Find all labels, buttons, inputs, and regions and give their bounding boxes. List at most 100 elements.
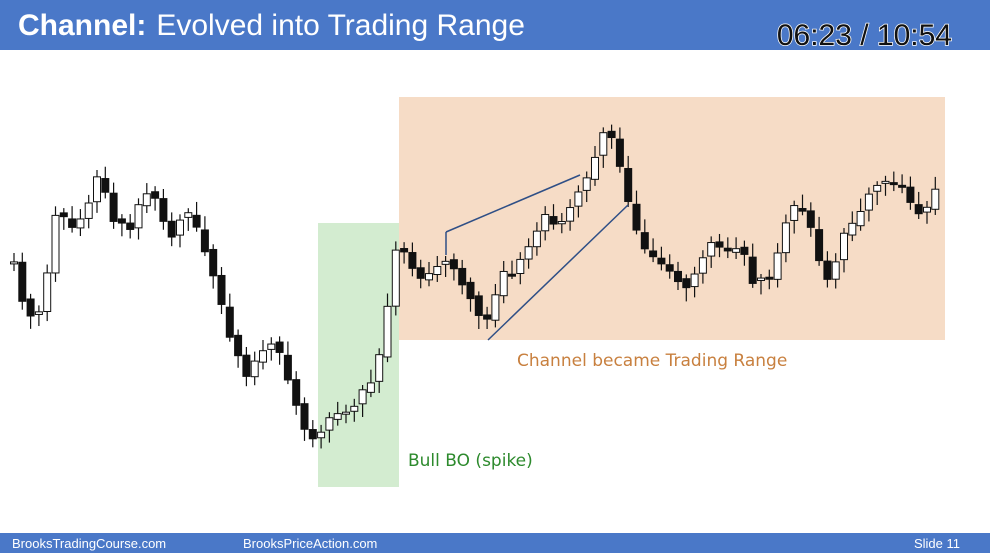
candle-body <box>557 221 566 225</box>
candle-body <box>748 256 757 284</box>
candle-body <box>541 214 550 232</box>
slide-title: Channel: Evolved into Trading Range <box>18 9 525 42</box>
candle-body <box>151 191 160 199</box>
header-bar <box>0 0 990 50</box>
candle-body <box>715 241 724 248</box>
candle-body <box>449 259 458 270</box>
candle-body <box>317 431 326 439</box>
candle-body <box>408 252 417 269</box>
candle-body <box>773 252 782 280</box>
candle-body <box>632 203 641 231</box>
candle-body <box>864 193 873 211</box>
trading-range-box <box>399 97 945 340</box>
candle-body <box>599 132 608 156</box>
candle-body <box>532 230 541 248</box>
spike-annotation: Bull BO (spike) <box>408 451 533 471</box>
candle-body <box>881 180 890 184</box>
candle-body <box>499 270 508 297</box>
candle-body <box>508 273 516 277</box>
candle-body <box>682 278 691 289</box>
candle-body <box>615 138 624 167</box>
candle-body <box>234 334 243 357</box>
candle-body <box>126 222 135 230</box>
candle-body <box>923 206 931 213</box>
candle-body <box>740 246 749 255</box>
candle-body <box>358 389 367 405</box>
candle-body <box>400 248 409 253</box>
candle-body <box>283 354 292 381</box>
candle-body <box>10 261 18 265</box>
candle-body <box>790 205 799 221</box>
candle-body <box>466 281 475 300</box>
candle-body <box>657 257 666 265</box>
candle-body <box>425 273 433 281</box>
candle-body <box>217 274 226 305</box>
candle-body <box>690 273 699 288</box>
candle-body <box>732 248 741 253</box>
candle-body <box>806 210 815 228</box>
candle-body <box>51 214 60 274</box>
candle-body <box>524 246 533 260</box>
candle-body <box>474 295 483 316</box>
candle-body <box>781 222 790 254</box>
candle-body <box>184 212 193 218</box>
candle-body <box>624 168 633 202</box>
candle-body <box>76 218 85 229</box>
candle-body <box>831 261 840 280</box>
candle-body <box>167 220 176 238</box>
candle-body <box>275 341 284 353</box>
candle-body <box>607 130 616 139</box>
candle-body <box>549 216 558 225</box>
candle-body <box>68 218 77 228</box>
channel-line <box>487 204 629 341</box>
candles <box>10 124 940 449</box>
candle-body <box>18 261 27 302</box>
candle-body <box>674 270 682 283</box>
candle-body <box>906 186 915 203</box>
candle-body <box>649 250 658 258</box>
candle-body <box>192 214 201 228</box>
candle-body <box>491 294 500 321</box>
candle-body <box>34 311 43 315</box>
candle-body <box>433 266 442 276</box>
candle-body <box>757 277 765 281</box>
candle-body <box>848 222 857 236</box>
candle-body <box>300 403 309 430</box>
candle-body <box>914 204 923 215</box>
candle-body <box>250 360 259 378</box>
candle-body <box>441 260 450 265</box>
candle-body <box>117 218 126 224</box>
candle-body <box>840 232 848 261</box>
candle-body <box>391 249 400 307</box>
candle-body <box>873 184 882 192</box>
candle-body <box>765 276 774 280</box>
title-bold: Channel: <box>18 9 146 42</box>
candle-body <box>308 429 317 440</box>
candle-body <box>582 177 591 191</box>
footer-left: BrooksTradingCourse.com <box>12 536 166 551</box>
candle-body <box>856 210 865 227</box>
candle-body <box>109 192 118 222</box>
candle-body <box>142 193 151 207</box>
candle-body <box>889 182 898 186</box>
candle-body <box>325 417 334 431</box>
candle-body <box>333 413 342 420</box>
candle-body <box>84 202 93 219</box>
candle-body <box>815 229 824 262</box>
candle-body <box>483 314 492 320</box>
candle-body <box>59 212 68 218</box>
candle-body <box>200 229 209 253</box>
candle-body <box>26 298 35 317</box>
candle-body <box>574 191 583 207</box>
candle-body <box>93 176 101 203</box>
candle-body <box>375 354 384 382</box>
candle-body <box>292 379 301 406</box>
footer-bar <box>0 533 990 553</box>
candle-body <box>416 267 425 279</box>
candle-body <box>640 232 649 250</box>
candle-body <box>176 219 184 236</box>
candle-body <box>566 207 575 222</box>
candle-body <box>798 208 807 212</box>
candle-body <box>665 264 674 272</box>
